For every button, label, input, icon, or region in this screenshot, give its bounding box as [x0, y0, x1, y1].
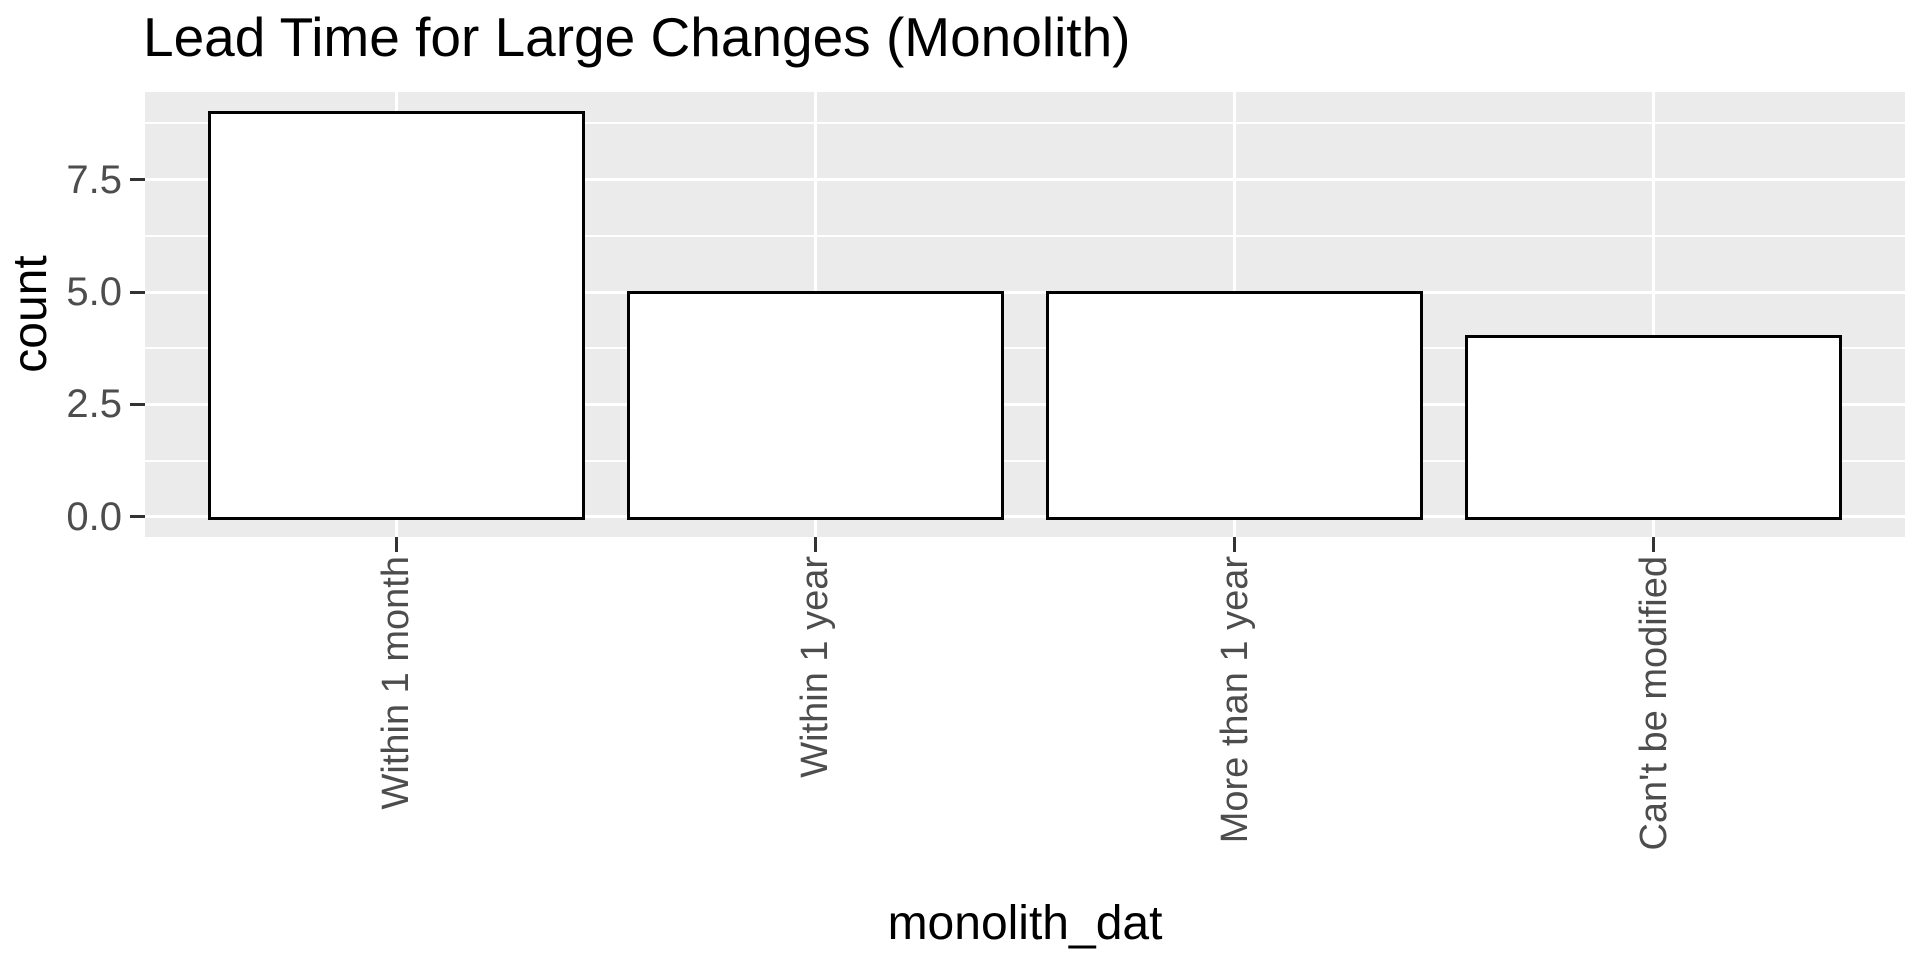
bar — [207, 110, 585, 520]
y-axis-tick — [130, 290, 145, 294]
x-axis-tick — [394, 537, 398, 552]
gridline-major-horizontal — [145, 402, 1905, 406]
x-tick-label: More than 1 year — [1213, 556, 1256, 844]
x-tick-label: Can't be modified — [1632, 556, 1675, 851]
y-tick-label: 5.0 — [66, 270, 122, 315]
gridline-minor-horizontal — [145, 459, 1905, 462]
y-axis-tick — [130, 515, 145, 519]
x-axis-tick — [813, 537, 817, 552]
x-tick-label: Within 1 month — [375, 556, 418, 810]
y-tick-label: 0.0 — [66, 494, 122, 539]
gridline-minor-horizontal — [145, 347, 1905, 350]
gridline-major-vertical — [1652, 92, 1656, 537]
x-tick-label: Within 1 year — [794, 556, 837, 778]
bar — [1465, 335, 1843, 520]
gridline-minor-horizontal — [145, 122, 1905, 125]
y-axis-tick — [130, 178, 145, 182]
y-tick-label: 7.5 — [66, 157, 122, 202]
plot-title: Lead Time for Large Changes (Monolith) — [143, 6, 1131, 68]
gridline-major-horizontal — [145, 290, 1905, 294]
gridline-major-horizontal — [145, 178, 1905, 182]
bar — [626, 290, 1005, 520]
bar — [1045, 290, 1424, 520]
x-axis-tick — [1652, 537, 1656, 552]
y-tick-label: 2.5 — [66, 382, 122, 427]
plot-panel — [145, 92, 1905, 537]
x-axis-tick — [1233, 537, 1237, 552]
y-axis-tick — [130, 402, 145, 406]
gridline-major-horizontal — [145, 515, 1905, 519]
gridline-minor-horizontal — [145, 234, 1905, 237]
x-axis-title: monolith_dat — [887, 897, 1163, 950]
